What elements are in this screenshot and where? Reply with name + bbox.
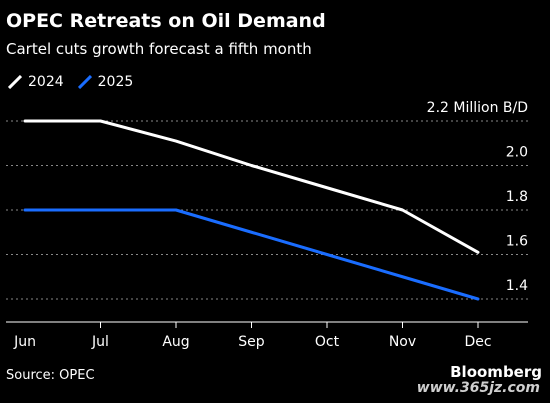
x-tick-label: Oct bbox=[315, 334, 340, 350]
legend-line-2025 bbox=[77, 75, 92, 89]
chart-title: OPEC Retreats on Oil Demand bbox=[6, 10, 326, 32]
y-tick-label: 1.6 bbox=[506, 234, 528, 250]
legend-swatch-icon bbox=[77, 75, 92, 89]
x-tick-label: Jul bbox=[91, 334, 109, 350]
legend-label-2025: 2025 bbox=[97, 74, 134, 90]
brand-logo: Bloomberg bbox=[450, 363, 542, 381]
legend-item-2025: 2025 bbox=[77, 74, 134, 90]
x-tick-label: Jun bbox=[13, 334, 36, 350]
legend-line-2024 bbox=[8, 75, 22, 89]
legend: 2024 2025 bbox=[8, 74, 147, 90]
y-tick-label: 2.2 Million B/D bbox=[427, 100, 528, 116]
y-tick-label: 2.0 bbox=[506, 145, 528, 161]
watermark: www.365jz.com bbox=[416, 380, 540, 396]
source-note: Source: OPEC bbox=[6, 368, 95, 383]
legend-swatch-icon bbox=[8, 75, 22, 89]
x-tick-label: Sep bbox=[238, 334, 265, 350]
x-tick-label: Nov bbox=[389, 334, 416, 350]
x-tick-label: Dec bbox=[464, 334, 491, 350]
y-tick-label: 1.8 bbox=[506, 189, 528, 205]
x-tick-label: Aug bbox=[162, 334, 189, 350]
legend-label-2024: 2024 bbox=[28, 74, 64, 90]
legend-item-2024: 2024 bbox=[8, 74, 64, 90]
chart-subtitle: Cartel cuts growth forecast a fifth mont… bbox=[6, 40, 312, 58]
y-tick-label: 1.4 bbox=[506, 278, 528, 294]
